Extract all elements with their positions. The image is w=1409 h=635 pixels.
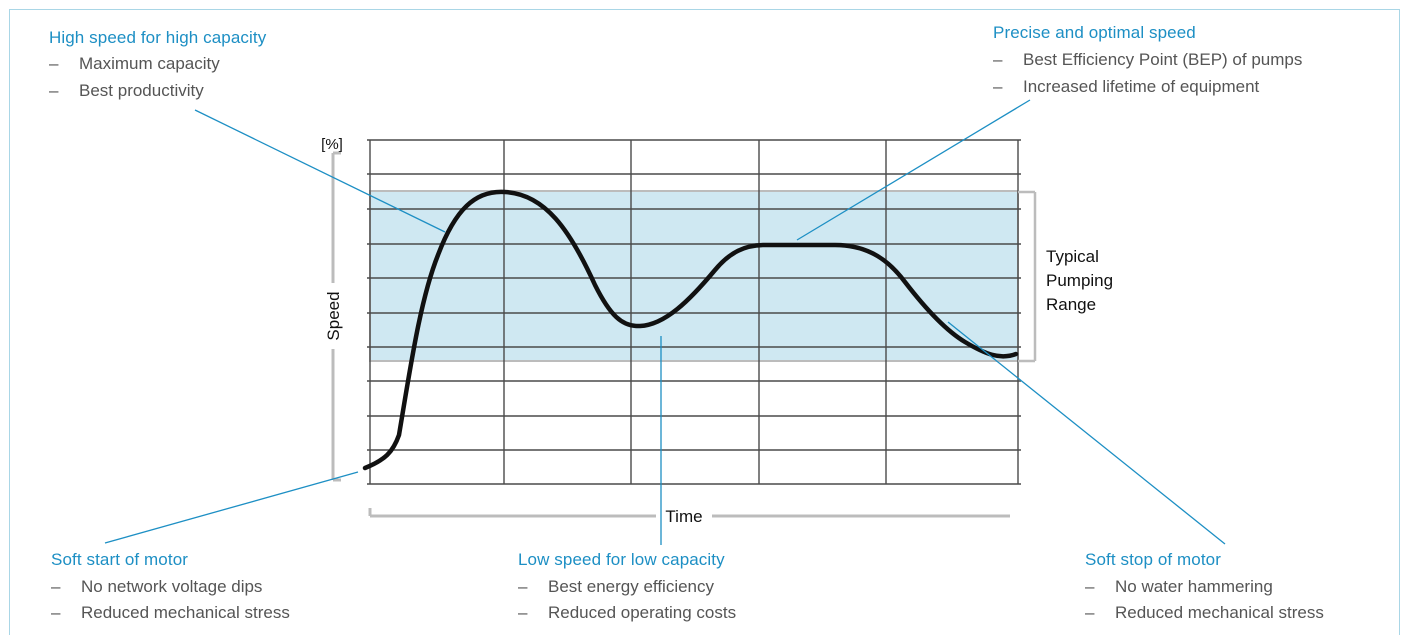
- range-label-line-1: Typical: [1046, 247, 1099, 266]
- callout-item-text: Best productivity: [79, 81, 204, 100]
- callout-item-text: No network voltage dips: [81, 577, 263, 596]
- range-label-line-2: Pumping: [1046, 271, 1113, 290]
- y-label-gap: [318, 283, 348, 349]
- callout-soft-stop-item: – Reduced mechanical stress: [1085, 603, 1324, 623]
- range-label-line-3: Range: [1046, 295, 1096, 314]
- callout-soft-start-title: Soft start of motor: [51, 550, 189, 569]
- callout-precise-speed-item: – Best Efficiency Point (BEP) of pumps: [993, 50, 1302, 70]
- bullet-dash: –: [993, 50, 1003, 69]
- callout-low-speed-title: Low speed for low capacity: [518, 550, 725, 569]
- callout-item-text: Reduced mechanical stress: [1115, 603, 1324, 622]
- callout-precise-speed-item: – Increased lifetime of equipment: [993, 77, 1259, 97]
- callout-precise-speed-title: Precise and optimal speed: [993, 23, 1196, 42]
- bullet-dash: –: [518, 577, 528, 596]
- callout-low-speed-item: – Reduced operating costs: [518, 603, 736, 623]
- leader-line-soft-start: [104, 471, 359, 544]
- callout-item-text: Increased lifetime of equipment: [1023, 77, 1260, 96]
- bullet-dash: –: [51, 577, 61, 596]
- bullet-dash: –: [1085, 577, 1095, 596]
- callout-low-speed-item: – Best energy efficiency: [518, 577, 714, 597]
- x-axis-label: Time: [665, 507, 702, 526]
- grid: [367, 139, 1021, 485]
- callout-item-text: Reduced operating costs: [548, 603, 737, 622]
- callout-item-text: No water hammering: [1115, 577, 1273, 596]
- bullet-dash: –: [993, 77, 1003, 96]
- callout-item-text: Reduced mechanical stress: [81, 603, 290, 622]
- callout-high-speed-item: – Maximum capacity: [49, 54, 220, 74]
- leader-lines: [104, 99, 1226, 545]
- typical-range-band: [369, 190, 1019, 362]
- callout-item-text: Best Efficiency Point (BEP) of pumps: [1023, 50, 1303, 69]
- bullet-dash: –: [518, 603, 528, 622]
- figure-frame: [9, 9, 1400, 635]
- callout-high-speed-title: High speed for high capacity: [49, 28, 267, 47]
- callout-soft-start-item: – No network voltage dips: [51, 577, 262, 597]
- y-unit-label: [%]: [321, 136, 343, 153]
- callout-high-speed-item: – Best productivity: [49, 81, 204, 101]
- leader-line-soft-stop: [947, 321, 1226, 545]
- callout-soft-stop-item: – No water hammering: [1085, 577, 1273, 597]
- bullet-dash: –: [49, 54, 59, 73]
- bullet-dash: –: [1085, 603, 1095, 622]
- leader-line-high-speed: [194, 109, 446, 233]
- y-axis-label: Speed: [324, 291, 343, 340]
- callout-soft-start-item: – Reduced mechanical stress: [51, 603, 290, 623]
- leader-line-precise-speed: [796, 99, 1031, 241]
- callout-soft-stop-title: Soft stop of motor: [1085, 550, 1221, 569]
- callout-item-text: Best energy efficiency: [548, 577, 714, 596]
- speed-curve: [362, 189, 1019, 471]
- x-label-gap: [656, 504, 712, 528]
- callout-item-text: Maximum capacity: [79, 54, 220, 73]
- bullet-dash: –: [49, 81, 59, 100]
- bullet-dash: –: [51, 603, 61, 622]
